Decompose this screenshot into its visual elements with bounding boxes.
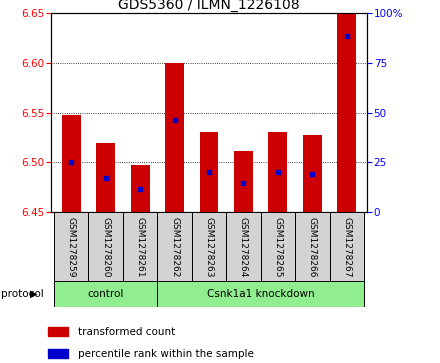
Bar xyxy=(199,132,219,212)
Text: GSM1278266: GSM1278266 xyxy=(308,217,317,277)
Text: transformed count: transformed count xyxy=(77,327,175,337)
Bar xyxy=(88,212,123,281)
Bar xyxy=(295,212,330,281)
Bar xyxy=(123,212,158,281)
Text: GSM1278265: GSM1278265 xyxy=(273,217,282,277)
Bar xyxy=(54,281,158,307)
Text: GSM1278264: GSM1278264 xyxy=(239,217,248,277)
Bar xyxy=(48,349,68,358)
Text: GSM1278261: GSM1278261 xyxy=(136,217,145,277)
Text: GSM1278262: GSM1278262 xyxy=(170,217,179,277)
Bar xyxy=(62,114,81,212)
Bar xyxy=(131,166,150,212)
Bar xyxy=(48,327,68,336)
Text: control: control xyxy=(88,289,124,299)
Bar xyxy=(192,212,226,281)
Bar xyxy=(54,212,88,281)
Text: ▶: ▶ xyxy=(30,289,37,299)
Text: percentile rank within the sample: percentile rank within the sample xyxy=(77,349,253,359)
Bar xyxy=(234,151,253,212)
Bar xyxy=(158,281,364,307)
Text: GSM1278263: GSM1278263 xyxy=(205,217,213,277)
Bar xyxy=(158,212,192,281)
Bar xyxy=(165,63,184,212)
Text: protocol: protocol xyxy=(1,289,44,299)
Bar xyxy=(96,143,115,212)
Bar xyxy=(337,13,356,212)
Bar xyxy=(268,132,287,212)
Text: GSM1278260: GSM1278260 xyxy=(101,217,110,277)
Bar xyxy=(260,212,295,281)
Text: Csnk1a1 knockdown: Csnk1a1 knockdown xyxy=(207,289,315,299)
Bar xyxy=(226,212,260,281)
Bar xyxy=(303,135,322,212)
Text: GSM1278267: GSM1278267 xyxy=(342,217,351,277)
Title: GDS5360 / ILMN_1226108: GDS5360 / ILMN_1226108 xyxy=(118,0,300,12)
Bar xyxy=(330,212,364,281)
Text: GSM1278259: GSM1278259 xyxy=(67,217,76,277)
